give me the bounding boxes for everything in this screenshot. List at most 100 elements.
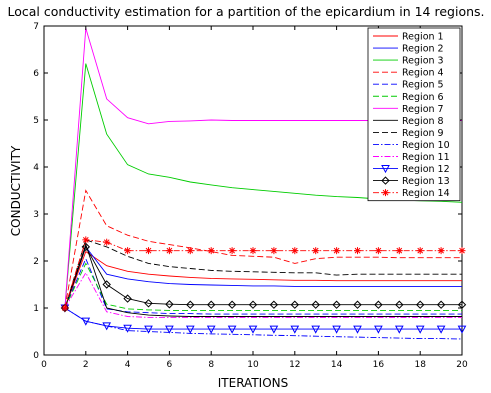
- data-point-stroke: [396, 247, 403, 254]
- y-axis-title: CONDUCTIVITY: [9, 145, 23, 236]
- data-point: [207, 247, 215, 255]
- x-tick-label: 12: [289, 360, 300, 370]
- series-line: [64, 245, 462, 309]
- series-1: [64, 250, 462, 309]
- data-point: [415, 325, 425, 334]
- x-tick-label: 0: [41, 360, 47, 370]
- legend-item: Region 10: [373, 140, 450, 151]
- legend-label: Region 9: [402, 128, 444, 139]
- data-point-stroke: [438, 247, 444, 254]
- legend-item: Region 14: [373, 188, 450, 199]
- legend-box: [367, 27, 461, 202]
- x-tick-label: 18: [414, 360, 426, 370]
- legend-item: Region 5: [373, 80, 444, 91]
- data-point: [436, 300, 446, 309]
- data-point: [206, 325, 216, 334]
- y-tick-label: 7: [33, 22, 39, 32]
- data-point: [186, 247, 194, 255]
- x-tick-label: 4: [125, 360, 131, 370]
- data-point: [332, 325, 341, 334]
- x-axis-title: ITERATIONS: [218, 376, 289, 390]
- x-tick-label: 14: [331, 360, 343, 370]
- data-point: [457, 325, 467, 334]
- data-point-stroke: [291, 247, 298, 254]
- data-point: [458, 247, 466, 255]
- series-line: [64, 250, 462, 309]
- data-point: [144, 325, 153, 334]
- data-point: [353, 300, 362, 309]
- legend-label: Region 4: [402, 68, 444, 79]
- data-point-stroke: [103, 239, 110, 246]
- data-point-stroke: [375, 247, 382, 254]
- data-point: [227, 300, 237, 309]
- data-point: [123, 294, 132, 303]
- data-point-stroke: [271, 247, 277, 254]
- data-point: [102, 280, 111, 289]
- legend-label: Region 3: [402, 56, 444, 67]
- data-point: [248, 300, 258, 309]
- series-line: [64, 189, 462, 309]
- data-point: [102, 322, 112, 331]
- series-2: [64, 245, 462, 309]
- data-point: [81, 242, 91, 252]
- data-point-stroke: [417, 247, 424, 254]
- series-4: [64, 189, 462, 309]
- data-point: [81, 317, 91, 326]
- data-point: [312, 247, 320, 255]
- data-point-stroke: [250, 247, 256, 254]
- data-point: [291, 247, 299, 255]
- x-tick-label: 8: [208, 360, 214, 370]
- chart-title: Local conductivity estimation for a part…: [7, 4, 484, 19]
- data-point: [311, 325, 321, 334]
- series-13: [60, 242, 467, 313]
- legend-item: Region 7: [373, 104, 444, 115]
- data-point: [436, 325, 446, 334]
- data-point: [354, 247, 361, 255]
- x-tick-label: 10: [247, 360, 259, 370]
- data-point: [374, 325, 383, 334]
- data-point: [248, 325, 258, 334]
- data-point: [437, 247, 445, 255]
- series-layer: [60, 28, 467, 340]
- data-point: [382, 189, 389, 197]
- data-point: [395, 300, 404, 309]
- data-point: [123, 324, 132, 333]
- data-point: [124, 247, 132, 255]
- legend-item: Region 8: [373, 116, 444, 127]
- x-tick-label: 16: [373, 360, 385, 370]
- series-11: [64, 271, 462, 318]
- data-point: [374, 300, 383, 309]
- data-point-stroke: [187, 247, 194, 254]
- y-tick-label: 5: [33, 116, 39, 126]
- data-point-stroke: [208, 247, 215, 254]
- data-point-stroke: [229, 247, 235, 254]
- data-point: [394, 325, 404, 334]
- data-point-stroke: [382, 189, 389, 196]
- data-point: [269, 300, 279, 309]
- series-14: [61, 236, 466, 312]
- data-point: [290, 300, 300, 309]
- legend-label: Region 10: [402, 140, 450, 151]
- data-point-stroke: [145, 247, 152, 254]
- series-line: [64, 262, 462, 311]
- series-line: [64, 239, 462, 309]
- data-point: [185, 325, 195, 334]
- data-point: [311, 300, 320, 309]
- y-tick-label: 2: [33, 257, 39, 267]
- legend-item: Region 3: [373, 56, 444, 67]
- legend-label: Region 14: [402, 188, 450, 199]
- series-6: [64, 262, 462, 311]
- data-point-stroke: [459, 247, 465, 254]
- data-point: [165, 247, 173, 255]
- data-point: [333, 247, 341, 255]
- legend-label: Region 13: [402, 176, 450, 187]
- data-point: [144, 299, 153, 308]
- series-line: [64, 307, 462, 330]
- data-point: [332, 300, 341, 309]
- series-line: [64, 307, 463, 340]
- data-point-stroke: [354, 247, 361, 254]
- series-10: [64, 307, 463, 340]
